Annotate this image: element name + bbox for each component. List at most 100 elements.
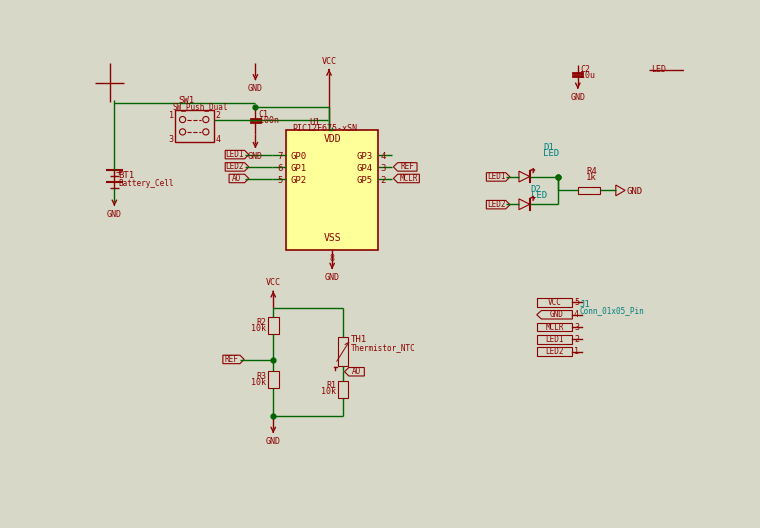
Text: GP3: GP3 [356,152,372,161]
Text: AO: AO [233,174,242,183]
Text: D2: D2 [530,185,541,194]
Text: LED1: LED1 [226,150,244,159]
Text: LED: LED [543,149,559,158]
Text: GP2: GP2 [290,176,306,185]
Polygon shape [229,174,249,183]
Bar [537,347,572,356]
Text: LED2: LED2 [487,200,505,209]
Text: GND: GND [627,187,643,196]
Text: MCLR: MCLR [546,323,564,332]
Circle shape [203,117,209,122]
Text: 1: 1 [574,347,579,356]
Text: 1: 1 [169,111,173,120]
Text: 8: 8 [330,253,335,262]
Polygon shape [519,171,530,182]
Text: C2: C2 [580,65,591,74]
Text: VDD: VDD [323,134,341,144]
Text: 2: 2 [574,335,579,344]
Text: 3: 3 [380,164,385,173]
Text: Battery_Cell: Battery_Cell [119,179,174,188]
Polygon shape [344,367,364,376]
Text: GP4: GP4 [356,164,372,173]
Text: TH1: TH1 [351,335,367,344]
Text: 5: 5 [574,298,579,307]
Text: MCLR: MCLR [399,174,418,183]
Polygon shape [537,310,572,319]
Text: PIC12F675-xSN: PIC12F675-xSN [293,124,358,133]
Text: GND: GND [107,210,122,219]
Text: LED1: LED1 [546,335,564,344]
Circle shape [203,129,209,135]
Text: R1: R1 [326,381,336,390]
Polygon shape [394,174,420,183]
Text: 3: 3 [169,135,173,144]
Text: 10k: 10k [252,378,266,386]
Text: LED2: LED2 [226,163,244,172]
Text: LED: LED [651,65,667,74]
Text: VCC: VCC [548,298,562,307]
Text: 3: 3 [574,323,579,332]
Text: 10u: 10u [580,71,595,80]
Text: R4: R4 [587,167,597,176]
Text: 6: 6 [277,164,283,173]
Polygon shape [519,199,530,210]
Text: VCC: VCC [266,278,280,287]
Text: 10k: 10k [321,387,336,396]
Polygon shape [486,201,510,209]
Text: 5: 5 [277,176,283,185]
Polygon shape [616,185,625,196]
Text: 10k: 10k [252,324,266,333]
Bar [578,186,600,194]
Text: GND: GND [570,92,585,101]
Bar [537,323,572,332]
Circle shape [179,129,185,135]
Text: AO: AO [352,367,361,376]
Text: GND: GND [248,84,263,93]
Text: LED: LED [530,191,546,200]
Text: BT1: BT1 [119,171,135,180]
Text: 7: 7 [277,152,283,161]
Text: +: + [116,167,122,177]
Text: GP1: GP1 [290,164,306,173]
Polygon shape [225,150,249,159]
Text: U1: U1 [309,118,321,127]
Text: 100n: 100n [258,116,278,125]
Text: LED2: LED2 [546,347,564,356]
Text: REF: REF [401,163,414,172]
Text: GP0: GP0 [290,152,306,161]
Bar [268,371,279,388]
Text: 2: 2 [380,176,385,185]
Bar [537,298,572,307]
Text: C1: C1 [258,110,268,119]
Text: 2: 2 [215,111,220,120]
Circle shape [179,117,185,122]
Text: 4: 4 [380,152,385,161]
Text: 4: 4 [574,310,579,319]
Bar [287,130,378,250]
Text: J1: J1 [579,300,590,309]
Text: SW_Push_Dual: SW_Push_Dual [173,102,228,111]
Text: VSS: VSS [323,233,341,243]
Text: D1: D1 [543,143,554,152]
Text: Conn_01x05_Pin: Conn_01x05_Pin [579,306,644,315]
Text: GND: GND [325,273,340,282]
Text: 1k: 1k [587,174,597,183]
Text: VCC: VCC [321,56,337,65]
Bar [337,337,348,366]
Text: SW1: SW1 [179,96,195,105]
Text: GND: GND [248,152,263,161]
Text: R2: R2 [256,318,266,327]
Text: R3: R3 [256,372,266,381]
Polygon shape [223,355,244,364]
Text: Thermistor_NTC: Thermistor_NTC [351,343,416,352]
Text: GND: GND [550,310,564,319]
Bar [337,381,348,398]
Bar [175,110,214,142]
Text: GP5: GP5 [356,176,372,185]
Text: GND: GND [266,437,280,446]
Text: REF: REF [224,355,239,364]
Polygon shape [225,163,249,171]
Text: 4: 4 [215,135,220,144]
Polygon shape [394,163,417,171]
Bar [268,317,279,334]
